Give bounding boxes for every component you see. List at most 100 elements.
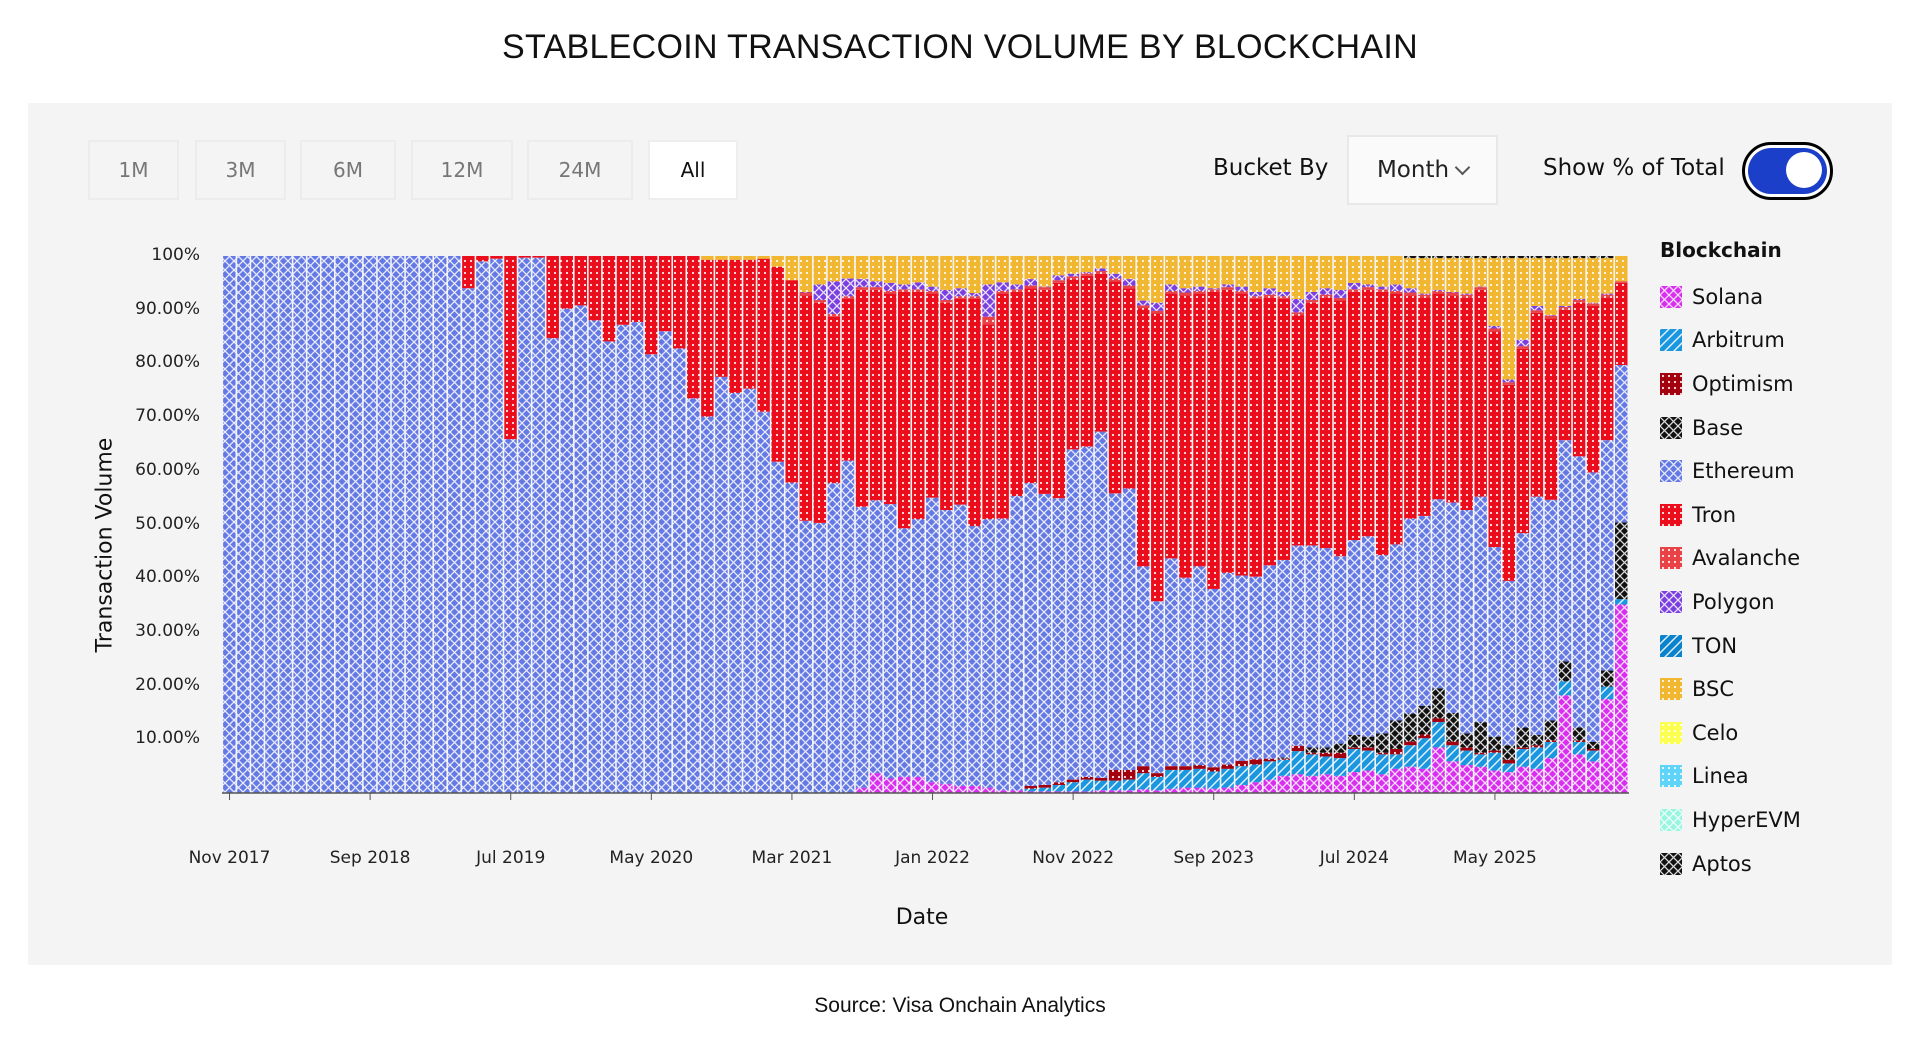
bar-segment-tron: [1151, 313, 1164, 602]
bar-segment-aptos: [1432, 256, 1445, 259]
bar-segment-solana: [1052, 791, 1066, 793]
range-1m-button[interactable]: 1M: [88, 140, 179, 200]
bar-segment-solana: [1165, 788, 1178, 793]
legend-item-bsc[interactable]: BSC: [1660, 667, 1801, 711]
bar-segment-tron: [1291, 315, 1305, 546]
bar-segment-tron: [1516, 348, 1530, 534]
bar-segment-bsc: [1404, 258, 1417, 289]
bar-segment-avalanche: [897, 289, 911, 292]
bar-segment-polygon: [1544, 315, 1558, 316]
legend-item-arbitrum[interactable]: Arbitrum: [1660, 319, 1801, 363]
bar-segment-ethereum: [1333, 556, 1347, 744]
bucket-by-dropdown[interactable]: Month: [1347, 135, 1498, 205]
bar-segment-ethereum: [462, 288, 475, 793]
bar-segment-base: [1460, 733, 1473, 748]
bar-segment-optimism: [1193, 765, 1206, 769]
bar-segment-avalanche: [1376, 289, 1389, 292]
bar-segment-aptos: [1404, 256, 1417, 259]
bar-segment-avalanche: [813, 300, 827, 303]
legend-item-aptos[interactable]: Aptos: [1660, 842, 1801, 886]
legend-item-celo[interactable]: Celo: [1660, 711, 1801, 755]
range-12m-button[interactable]: 12M: [411, 140, 513, 200]
bar-segment-tron: [1558, 309, 1572, 441]
bar-segment-ethereum: [1558, 440, 1572, 662]
bar-segment-tron: [1221, 289, 1234, 573]
bar-segment-bsc: [1066, 256, 1080, 274]
bar-segment-tron: [1024, 288, 1037, 484]
bar-segment-bsc: [1502, 258, 1516, 380]
bar-segment-tron: [1376, 291, 1389, 556]
legend-label: TON: [1692, 633, 1738, 658]
x-tick-label: Sep 2018: [329, 848, 411, 868]
bar-segment-polygon: [912, 282, 925, 290]
bar-segment-solana: [1376, 774, 1389, 793]
legend-item-ton[interactable]: TON: [1660, 624, 1801, 668]
bar-segment-solana: [1277, 775, 1291, 793]
bar-segment-arbitrum: [1319, 756, 1333, 775]
bar-segment-base: [1418, 706, 1431, 735]
bar-segment-aptos: [1586, 256, 1600, 259]
range-6m-button[interactable]: 6M: [300, 140, 396, 200]
bar-segment-ethereum: [1390, 544, 1403, 721]
bar-segment-solana: [1066, 791, 1080, 793]
bar-segment-bsc: [1052, 256, 1066, 276]
legend-item-solana[interactable]: Solana: [1660, 275, 1801, 319]
range-24m-button[interactable]: 24M: [527, 140, 633, 200]
bar-segment-arbitrum: [1376, 754, 1389, 775]
bar-segment-bsc: [968, 256, 981, 294]
legend-item-linea[interactable]: Linea: [1660, 755, 1801, 799]
bar-segment-bsc: [1165, 256, 1178, 285]
bar-segment-polygon: [1193, 286, 1206, 291]
bar-segment-base: [1530, 735, 1544, 746]
bar-segment-ethereum: [476, 261, 489, 793]
legend-item-hyperevm[interactable]: HyperEVM: [1660, 798, 1801, 842]
bar-segment-bsc: [897, 256, 911, 285]
y-tick-label: 60.00%: [135, 459, 200, 480]
bar-segment-solana: [1586, 761, 1600, 793]
bar-segment-polygon: [1137, 300, 1150, 306]
bar-segment-tron: [729, 259, 742, 393]
bar-segment-optimism: [1179, 766, 1192, 770]
bar-segment-tron: [1066, 279, 1080, 450]
bar-segment-polygon: [968, 293, 981, 297]
legend-item-polygon[interactable]: Polygon: [1660, 580, 1801, 624]
bars-group: [223, 256, 1628, 794]
bar-segment-tron: [940, 302, 953, 511]
bar-segment-tron: [490, 256, 503, 259]
bar-segment-polygon: [1418, 293, 1431, 295]
legend-item-optimism[interactable]: Optimism: [1660, 362, 1801, 406]
bar-segment-arbitrum: [1235, 766, 1248, 785]
bar-segment-base: [1347, 735, 1361, 748]
bar-segment-solana: [1615, 604, 1628, 793]
legend-item-tron[interactable]: Tron: [1660, 493, 1801, 537]
bar-segment-ethereum: [869, 500, 883, 774]
bar-segment-avalanche: [1544, 315, 1558, 319]
bar-segment-ethereum: [1474, 496, 1487, 723]
bar-segment-ethereum: [841, 460, 855, 793]
bar-segment-ethereum: [405, 256, 419, 793]
x-tick-label: Sep 2023: [1173, 848, 1255, 868]
legend-item-base[interactable]: Base: [1660, 406, 1801, 450]
bar-segment-avalanche: [1277, 296, 1291, 299]
bar-segment-arbitrum: [1418, 738, 1431, 769]
bar-segment-arbitrum: [1404, 745, 1417, 767]
bar-segment-bsc: [1024, 256, 1037, 280]
bar-segment-avalanche: [968, 296, 981, 299]
range-all-button[interactable]: All: [648, 140, 738, 200]
bar-segment-bsc: [757, 256, 770, 259]
show-percent-toggle[interactable]: [1742, 142, 1833, 200]
bar-segment-base: [1544, 720, 1558, 741]
bar-segment-avalanche: [799, 292, 813, 296]
bar-segment-avalanche: [1516, 346, 1530, 349]
legend-item-avalanche[interactable]: Avalanche: [1660, 537, 1801, 581]
legend-swatch-icon: [1660, 547, 1682, 570]
bar-segment-tron: [1600, 297, 1614, 441]
bar-segment-tron: [1432, 293, 1445, 500]
legend-item-ethereum[interactable]: Ethereum: [1660, 449, 1801, 493]
bar-segment-tron: [813, 302, 827, 523]
legend-label: Tron: [1692, 502, 1737, 527]
bar-segment-base: [1586, 741, 1600, 749]
range-3m-button[interactable]: 3M: [195, 140, 286, 200]
bar-segment-tron: [1277, 298, 1291, 560]
bar-segment-avalanche: [1165, 290, 1178, 294]
